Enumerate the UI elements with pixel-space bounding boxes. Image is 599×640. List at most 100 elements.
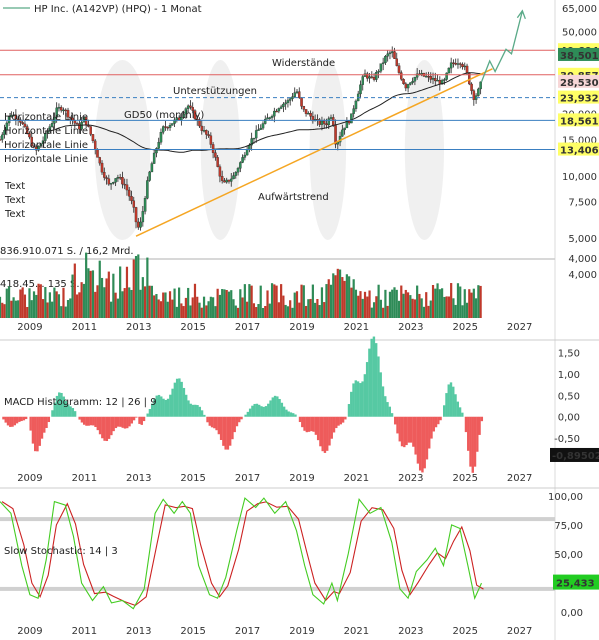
volume-bar — [470, 292, 473, 318]
candle-body — [166, 127, 170, 129]
volume-bar — [89, 270, 92, 318]
volume-bar — [80, 282, 83, 318]
volume-bar — [411, 298, 414, 318]
candle-body — [354, 100, 358, 109]
volume-bar — [456, 283, 460, 318]
volume-bar — [212, 297, 215, 318]
candle-body — [30, 136, 33, 146]
macd-tick-label: 1,50 — [558, 349, 580, 360]
volume-bar — [112, 273, 115, 318]
macd-bar — [301, 416, 304, 428]
volume-bar — [55, 291, 58, 318]
macd-bar — [271, 397, 275, 417]
volume-bar — [155, 294, 158, 318]
year-tick-label: 2011 — [72, 626, 97, 637]
macd-bar — [289, 412, 293, 417]
macd-bar — [280, 402, 284, 417]
macd-bar — [4, 416, 7, 423]
macd-bar — [403, 416, 406, 448]
horizontal-line-label: Horizontale Linie — [4, 140, 88, 151]
candle-body — [434, 78, 437, 82]
candle-body — [184, 108, 188, 115]
candle-body — [7, 116, 11, 124]
volume-bar — [354, 289, 358, 318]
year-tick-label: 2017 — [235, 626, 260, 637]
year-tick-label: 2023 — [398, 626, 423, 637]
volume-bar — [182, 306, 185, 318]
volume-bar — [168, 291, 172, 318]
candle-body — [168, 125, 172, 128]
candle-body — [390, 51, 394, 53]
volume-bar — [184, 297, 188, 318]
candle-body — [146, 180, 149, 199]
candle-body — [411, 81, 414, 83]
candle-body — [332, 117, 335, 126]
macd-bar — [85, 416, 88, 426]
macd-bar — [9, 416, 12, 427]
price-label-text: 18,561 — [560, 116, 599, 127]
volume-bar — [137, 254, 140, 318]
candle-body — [307, 113, 310, 115]
macd-bar — [310, 416, 313, 432]
volume-bar — [341, 277, 344, 318]
year-tick-label: 2013 — [126, 473, 151, 484]
candle-body — [456, 63, 460, 65]
volume-bar — [359, 291, 362, 318]
volume-bar — [431, 284, 435, 318]
candle-body — [440, 80, 444, 85]
volume-bar — [166, 301, 169, 318]
macd-bar — [210, 416, 214, 428]
volume-bar — [357, 295, 360, 318]
volume-bar — [465, 302, 469, 318]
macd-bar — [130, 416, 133, 424]
macd-bar — [339, 416, 343, 425]
macd-label: MACD Histogramm: 12 | 26 | 9 — [4, 397, 157, 408]
support-label: Unterstützungen — [173, 86, 257, 97]
volume-bar — [314, 302, 317, 318]
candle-body — [273, 110, 276, 117]
candle-body — [368, 76, 371, 79]
year-tick-label: 2009 — [17, 473, 42, 484]
volume-bar — [146, 257, 149, 318]
price-label-text: 38,501 — [560, 51, 599, 62]
volume-bar — [343, 280, 346, 318]
candle-body — [57, 107, 61, 109]
macd-bar — [394, 416, 397, 425]
candle-body — [309, 113, 312, 117]
macd-bar — [423, 416, 426, 469]
volume-bar — [300, 284, 303, 318]
candle-body — [458, 63, 462, 65]
macd-bar — [409, 416, 413, 443]
macd-bar — [398, 416, 401, 442]
macd-bar — [267, 403, 270, 417]
macd-bar — [445, 393, 448, 417]
volume-bar — [19, 289, 22, 318]
volume-bar — [438, 289, 441, 318]
volume-bar — [225, 290, 228, 318]
macd-bar — [203, 414, 206, 417]
volume-bar — [159, 301, 163, 318]
candle-body — [286, 100, 290, 103]
volume-bar — [205, 305, 208, 318]
year-tick-label: 2013 — [126, 322, 151, 333]
volume-bar — [187, 287, 190, 318]
macd-bar — [175, 378, 179, 417]
macd-bar — [276, 396, 279, 417]
macd-bar — [150, 403, 154, 417]
year-tick-label: 2009 — [17, 626, 42, 637]
macd-bar — [103, 416, 106, 441]
macd-bar — [78, 416, 81, 420]
candle-body — [139, 221, 142, 228]
volume-bar — [366, 296, 369, 318]
volume-bar — [148, 285, 151, 318]
volume-bar — [255, 307, 258, 318]
volume-bar — [463, 289, 466, 318]
macd-bar — [64, 400, 68, 417]
candle-body — [415, 73, 419, 78]
macd-bar — [51, 410, 54, 417]
macd-bar — [381, 386, 385, 417]
macd-bar — [287, 411, 290, 417]
macd-bar — [231, 416, 234, 440]
candle-body — [463, 65, 467, 68]
volume-bar — [472, 288, 475, 318]
